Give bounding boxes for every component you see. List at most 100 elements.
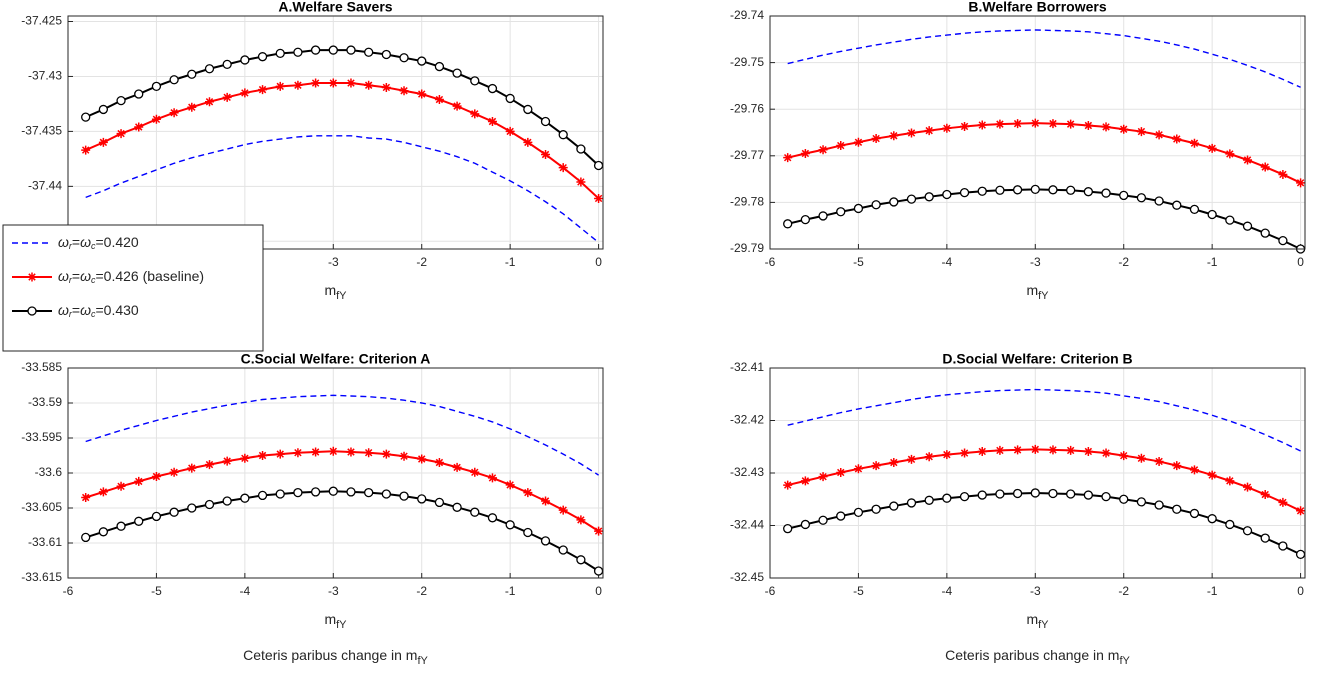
marker-asterisk (1030, 118, 1040, 128)
marker-circle (942, 493, 952, 503)
marker-asterisk (1296, 178, 1306, 188)
marker-asterisk (452, 101, 462, 111)
marker-circle (1136, 193, 1147, 203)
marker-asterisk (364, 80, 374, 90)
marker-circle (275, 48, 285, 59)
marker-circle (434, 61, 445, 72)
marker-circle (399, 53, 409, 63)
marker-asterisk (452, 462, 462, 472)
marker-circle (523, 527, 533, 538)
marker-asterisk (889, 131, 899, 141)
marker-circle (558, 130, 568, 140)
marker-circle (240, 493, 250, 503)
marker-circle (924, 192, 934, 202)
x-axis-label: mfY (1026, 611, 1049, 631)
marker-circle (98, 104, 109, 115)
marker-circle (364, 47, 374, 57)
y-tick-label: -32.43 (730, 465, 764, 479)
marker-asterisk (783, 153, 793, 163)
marker-asterisk (346, 78, 356, 88)
marker-asterisk (1154, 456, 1164, 466)
marker-asterisk (1013, 445, 1023, 455)
x-tick-label: 0 (595, 255, 602, 269)
marker-circle (818, 515, 828, 525)
marker-asterisk (783, 480, 793, 490)
marker-asterisk (1101, 448, 1111, 458)
series-line (85, 394, 599, 476)
marker-asterisk (960, 121, 970, 131)
x-tick-label: -2 (416, 584, 427, 598)
marker-circle (1048, 488, 1058, 499)
marker-circle (1242, 221, 1253, 231)
marker-asterisk (1030, 444, 1040, 454)
marker-circle (995, 489, 1005, 499)
marker-circle (800, 519, 811, 530)
marker-asterisk (417, 454, 427, 464)
marker-circle (470, 76, 480, 86)
marker-asterisk (942, 123, 952, 133)
marker-asterisk (204, 97, 214, 107)
marker-circle (800, 214, 811, 225)
marker-circle (1083, 490, 1093, 500)
marker-circle (783, 219, 793, 229)
marker-asterisk (1154, 130, 1164, 140)
marker-circle (1101, 188, 1111, 198)
marker-circle (1260, 228, 1270, 238)
marker-circle (1012, 185, 1023, 195)
x-tick-label: -6 (765, 255, 776, 269)
marker-circle (977, 186, 987, 196)
marker-asterisk (836, 467, 846, 477)
marker-asterisk (116, 481, 126, 491)
marker-asterisk (328, 78, 338, 88)
legend: ωr=ωc=0.420 ωr=ωc=0.426 (baseline) ωr=ωc=0… (2, 224, 264, 352)
marker-circle (328, 486, 338, 496)
marker-asterisk (576, 515, 586, 525)
marker-circle (470, 507, 480, 517)
marker-asterisk (853, 137, 863, 147)
marker-asterisk (1066, 445, 1076, 455)
marker-asterisk (1048, 119, 1058, 129)
marker-circle (1207, 209, 1217, 220)
marker-circle (1278, 541, 1288, 551)
marker-circle (836, 207, 846, 217)
marker-asterisk (470, 109, 480, 119)
marker-asterisk (594, 526, 604, 536)
x-tick-label: -3 (328, 255, 339, 269)
marker-asterisk (222, 92, 232, 102)
x-axis-label: mfY (324, 611, 347, 631)
marker-circle (1154, 196, 1164, 206)
marker-asterisk (1119, 451, 1129, 461)
marker-asterisk (134, 476, 144, 486)
marker-circle (1066, 489, 1076, 499)
x-tick-label: -1 (505, 584, 516, 598)
marker-circle (452, 502, 462, 512)
marker-asterisk (889, 458, 899, 467)
marker-circle (116, 521, 126, 531)
marker-circle (924, 495, 934, 505)
marker-circle (1048, 185, 1058, 195)
marker-circle (523, 104, 533, 115)
marker-asterisk (1136, 127, 1146, 137)
marker-circle (204, 499, 215, 510)
marker-asterisk (116, 129, 126, 139)
y-tick-label: -29.77 (730, 148, 764, 162)
marker-circle (540, 116, 551, 127)
x-tick-label: -3 (328, 584, 339, 598)
series-line (787, 29, 1301, 88)
marker-circle (399, 491, 409, 501)
x-tick-label: -4 (942, 255, 953, 269)
marker-circle (1083, 187, 1093, 197)
y-tick-label: -37.425 (21, 14, 62, 28)
marker-circle (1278, 235, 1288, 246)
marker-asterisk (558, 163, 568, 173)
y-tick-label: -29.76 (730, 101, 764, 115)
marker-asterisk (1243, 482, 1253, 492)
marker-circle (27, 306, 37, 316)
marker-asterisk (328, 446, 338, 456)
marker-circle (576, 555, 586, 565)
marker-asterisk (204, 460, 214, 470)
plot-area (68, 16, 603, 249)
x-tick-label: -2 (1118, 584, 1129, 598)
y-tick-label: -32.41 (730, 360, 764, 374)
x-tick-label: -4 (942, 584, 953, 598)
